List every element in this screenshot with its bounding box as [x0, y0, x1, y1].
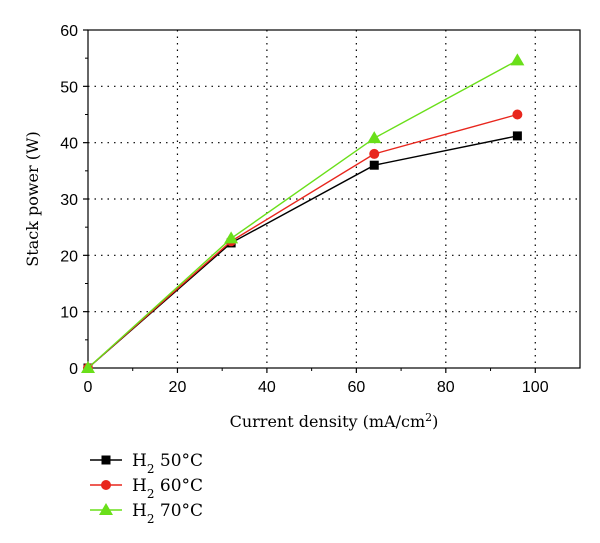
data-point-square: [369, 160, 379, 170]
y-axis-title: Stack power (W): [23, 131, 42, 266]
data-point-triangle: [510, 53, 525, 66]
plot-frame: [87, 29, 581, 369]
y-tick-label: 10: [60, 305, 78, 322]
x-axis-title-close: ): [432, 412, 438, 431]
y-tick-label: 0: [69, 361, 78, 378]
legend-item-2: H2 60°C: [90, 476, 203, 501]
x-tick-label: 0: [84, 379, 93, 396]
legend-label-main: H: [132, 501, 147, 521]
legend-label-rest: 70°C: [154, 501, 203, 521]
grid: [88, 30, 580, 368]
legend-label-main: H: [132, 451, 147, 471]
legend-label-sub: 2: [147, 462, 155, 476]
x-axis-title-sup: 2: [425, 411, 432, 424]
data-point-triangle: [99, 503, 113, 515]
y-tick-label: 40: [60, 136, 78, 153]
legend-label-sub: 2: [147, 487, 155, 501]
y-tick-label: 60: [60, 23, 78, 40]
x-tick-label: 100: [522, 379, 549, 396]
legend-label: H2 50°C: [132, 451, 203, 476]
data-point-circle: [101, 480, 111, 490]
data-point-square: [101, 455, 111, 465]
legend-label: H2 70°C: [132, 501, 203, 526]
legend-label-sub: 2: [147, 512, 155, 526]
data-point-circle: [512, 109, 523, 120]
y-tick-label: 50: [60, 79, 78, 96]
data-point-square: [512, 131, 522, 141]
ticks: 0 20 40 60 80 100 0 10 20 30 40 50 60: [60, 23, 549, 396]
y-tick-label: 20: [60, 248, 78, 265]
data-point-circle: [369, 148, 380, 159]
data-point-triangle: [367, 131, 382, 144]
legend-label-rest: 60°C: [154, 476, 203, 496]
data-point-triangle: [81, 361, 95, 373]
series-line: [87, 135, 518, 369]
x-tick-label: 20: [169, 379, 187, 396]
y-tick-label: 30: [60, 192, 78, 209]
legend-item-3: H2 70°C: [90, 501, 203, 526]
data-point-triangle: [224, 231, 239, 244]
series-1: [83, 131, 522, 373]
legend-item-1: H2 50°C: [90, 451, 203, 476]
series-line: [87, 113, 518, 369]
series-line: [87, 59, 518, 369]
legend: H2 50°CH2 60°CH2 70°C: [90, 451, 203, 526]
x-axis-title: Current density (mA/cm2): [230, 411, 439, 432]
x-tick-label: 80: [437, 379, 455, 396]
x-tick-label: 60: [347, 379, 365, 396]
series-layer: [81, 53, 525, 373]
series-3: [81, 53, 525, 373]
legend-label: H2 60°C: [132, 476, 203, 501]
x-axis-title-main: Current density (mA/cm: [230, 412, 426, 431]
legend-label-main: H: [132, 476, 147, 496]
x-tick-label: 40: [258, 379, 276, 396]
legend-label-rest: 50°C: [154, 451, 203, 471]
